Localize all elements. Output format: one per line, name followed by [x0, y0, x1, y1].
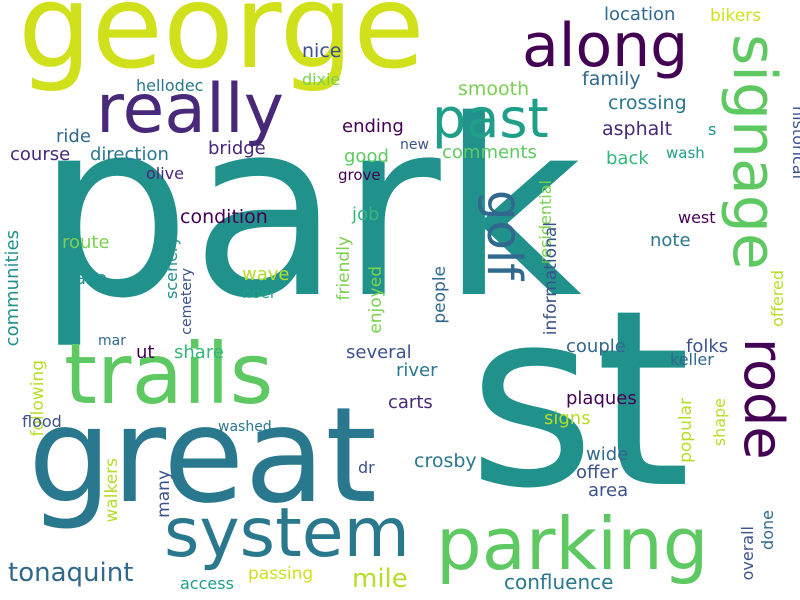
word-hellodec: hellodec [136, 76, 204, 95]
word-trails: trails [64, 325, 274, 423]
word-signs: signs [544, 408, 591, 429]
word-historical: historical [789, 106, 800, 180]
word-signage: signage [719, 34, 789, 270]
word-plaques: plaques [566, 388, 637, 409]
word-wide: wide [586, 444, 629, 465]
word-ut: ut [136, 342, 155, 363]
word-great: great [28, 379, 378, 533]
word-s: s [708, 120, 717, 139]
word-couple: couple [566, 336, 626, 357]
word-scenery: scenery [162, 236, 181, 300]
word-river: river [396, 360, 438, 381]
word-rode: rode [732, 338, 795, 460]
word-offered: offered [768, 270, 787, 327]
word-smooth: smooth [458, 78, 530, 100]
word-asphalt: asphalt [602, 118, 673, 140]
word-new: new [400, 137, 429, 153]
word-really: really [96, 70, 284, 149]
word-note: note [650, 230, 691, 251]
word-confluence: confluence [504, 570, 614, 594]
word-job: job [352, 204, 380, 225]
word-mile: mile [352, 564, 408, 594]
word-ending: ending [342, 116, 404, 137]
word-past: past [432, 87, 549, 150]
word-share: share [174, 342, 224, 363]
word-cemetery: cemetery [179, 268, 195, 335]
word-many: many [154, 470, 174, 518]
word-west: west [678, 208, 716, 227]
word-crossing: crossing [608, 92, 687, 114]
word-route: route [62, 232, 110, 253]
word-ride: ride [56, 126, 91, 147]
word-good: good [344, 146, 389, 167]
word-done: done [758, 510, 777, 550]
word-bridge: bridge [208, 138, 266, 159]
word-enjoyed: enjoyed [366, 266, 386, 334]
word-george: george [18, 0, 425, 95]
word-golf: golf [476, 190, 532, 281]
word-wave: wave [242, 264, 290, 285]
word-wash: wash [666, 144, 705, 162]
word-along: along [522, 11, 689, 81]
word-several: several [346, 342, 412, 363]
word-people: people [430, 266, 450, 324]
word-shape: shape [710, 398, 729, 447]
word-passing: passing [248, 564, 314, 584]
word-folks: folks [686, 336, 729, 357]
word-nice: nice [302, 40, 342, 62]
word-informational: informational [541, 222, 561, 336]
word-carts: carts [388, 392, 433, 413]
word-family: family [582, 68, 641, 90]
word-friendly: friendly [334, 236, 354, 301]
word-comments: comments [442, 142, 537, 163]
word-overall: overall [738, 526, 757, 581]
word-walkers: walkers [102, 458, 122, 523]
word-communities: communities [2, 230, 23, 347]
word-condition: condition [180, 206, 268, 228]
word-popular: popular [676, 398, 696, 463]
word-mar: mar [98, 333, 126, 349]
word-offer: offer [576, 462, 618, 483]
word-flood: flood [22, 412, 62, 431]
word-st: st [468, 258, 691, 542]
word-course: course [10, 144, 71, 165]
word-olive: olive [146, 164, 184, 183]
word-dr: dr [358, 458, 375, 477]
word-dixie: dixie [302, 70, 341, 89]
word-parking: parking [436, 502, 709, 586]
word-direction: direction [90, 144, 169, 165]
word-area: area [588, 480, 629, 501]
word-keller: keller [670, 350, 714, 369]
word-back: back [606, 148, 649, 169]
word-access: access [180, 574, 234, 593]
word-system: system [164, 494, 410, 573]
word-location: location [604, 4, 676, 25]
word-tonaquint: tonaquint [8, 558, 134, 588]
word-grove: grove [338, 166, 381, 184]
word-crosby: crosby [414, 450, 477, 472]
word-park: park [36, 68, 583, 352]
word-washed: washed [218, 419, 272, 435]
word-noel: noel [242, 284, 275, 302]
word-take: take [68, 268, 107, 289]
word-bikers: bikers [710, 6, 762, 26]
